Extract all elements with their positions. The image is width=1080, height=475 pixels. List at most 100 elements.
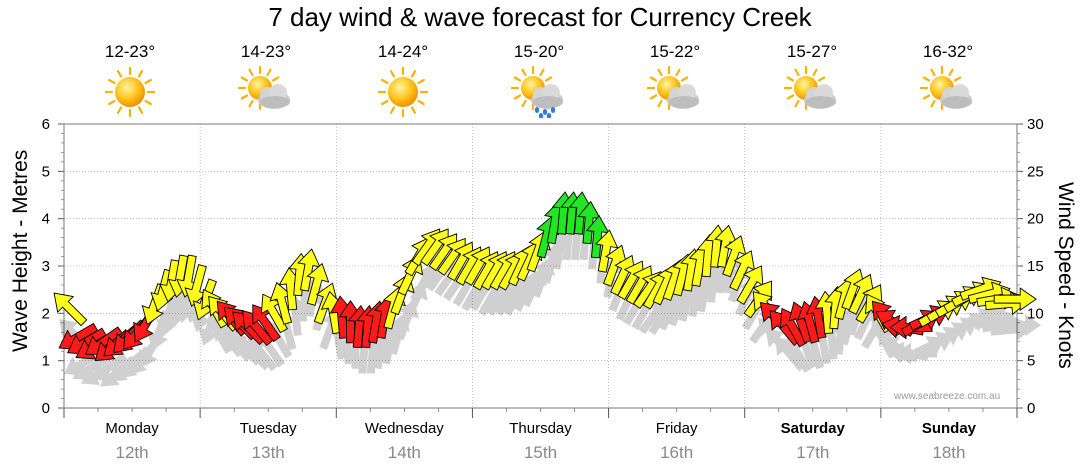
chart-title: 7 day wind & wave forecast for Currency … [268, 2, 812, 32]
wind-arrow [993, 287, 1037, 311]
wind-arrows [53, 191, 1037, 362]
temperature-range: 14-23° [240, 42, 292, 61]
temperature-range: 15-22° [649, 42, 701, 61]
arrow-shadow [402, 281, 428, 322]
day-date: 12th [115, 443, 149, 462]
right-tick-label: 5 [1027, 353, 1035, 370]
arrow-shadow [678, 280, 700, 322]
arrow-shadow [164, 285, 187, 328]
right-tick-label: 15 [1027, 258, 1044, 275]
day-date: 18th [932, 443, 966, 462]
arrow-shadow [948, 312, 988, 339]
arrow-shadow [90, 352, 128, 381]
arrow-shadow [247, 336, 278, 372]
left-tick-label: 3 [42, 258, 50, 275]
arrow-shadow [877, 327, 908, 362]
day-forecast: 14-23° [211, 42, 321, 118]
sun-cloud-icon [920, 66, 972, 111]
arrow-shadow [513, 272, 539, 312]
arrow-shadow [388, 313, 411, 355]
axes: 0 1 2 3 4 5 6 0 5 10 15 20 25 30 [42, 116, 1044, 418]
arrow-shadow [213, 322, 244, 358]
day-name: Saturday [780, 420, 845, 437]
arrow-shadow [118, 346, 152, 379]
wind-arrow [53, 292, 88, 327]
arrow-shadow [100, 356, 136, 387]
arrow-shadow [156, 295, 178, 337]
day-date: 14th [387, 443, 421, 462]
arrow-shadow [765, 328, 798, 362]
temperature-range: 15-27° [786, 42, 838, 61]
arrow-shadow [886, 341, 929, 364]
right-tick-label: 20 [1027, 211, 1044, 228]
arrow-shadow [222, 327, 253, 362]
day-name: Friday [655, 420, 698, 437]
left-tick-label: 1 [42, 353, 50, 370]
arrow-shadow [668, 285, 692, 327]
temperature-range: 15-20° [513, 42, 565, 61]
sun-cloud-icon [647, 66, 699, 111]
day-name: Thursday [509, 420, 572, 437]
arrow-shadow [931, 322, 971, 349]
right-tick-label: 10 [1027, 305, 1044, 322]
x-day-label: Thursday 15th [481, 420, 601, 463]
arrow-shadow [880, 336, 920, 363]
sun-icon [104, 66, 156, 118]
arrow-shadow [410, 263, 437, 302]
temperature-range: 12-23° [104, 42, 156, 61]
arrow-shadow [395, 299, 419, 341]
arrow-shadow [906, 336, 945, 363]
x-day-label: Sunday 18th [889, 420, 1009, 463]
day-name: Wednesday [364, 420, 444, 437]
day-forecast: 14-24° [348, 42, 458, 118]
arrow-shadow [138, 329, 165, 368]
right-axis-label: Wind Speed - Knots [1054, 182, 1077, 369]
wind-arrow [595, 229, 619, 273]
sun-cloud-icon [238, 66, 290, 111]
temperature-range: 14-24° [377, 42, 429, 61]
left-tick-label: 2 [42, 305, 50, 322]
arrow-shadow [229, 333, 262, 366]
left-tick-label: 5 [42, 163, 50, 180]
arrow-shadow [81, 359, 120, 385]
day-date: 17th [796, 443, 830, 462]
day-name: Monday [105, 420, 159, 437]
wind-arrow [306, 262, 330, 306]
day-forecast: 16-32° [893, 42, 1003, 118]
arrow-shadow [914, 331, 955, 357]
right-tick-label: 25 [1027, 163, 1044, 180]
day-date: 15th [523, 443, 558, 462]
x-day-label: Tuesday 13th [208, 420, 328, 463]
day-forecast: 15-20° [484, 42, 594, 118]
arrow-shadow [638, 297, 666, 335]
day-forecast: 15-22° [620, 42, 730, 118]
arrow-shadow [648, 296, 675, 335]
arrow-shadow [72, 354, 112, 381]
arrow-shadow [108, 351, 144, 382]
arrow-shadow [981, 313, 1024, 335]
arrow-shadow [775, 336, 806, 372]
arrow-shadow [990, 318, 1033, 341]
day-forecast: 12-23° [75, 42, 185, 118]
day-forecast: 15-27° [757, 42, 867, 118]
left-tick-label: 0 [42, 400, 50, 417]
arrow-shadow [895, 342, 938, 365]
left-tick-label: 4 [42, 211, 50, 228]
arrow-shadow [658, 290, 683, 331]
day-date: 16th [660, 443, 694, 462]
right-tick-label: 30 [1027, 116, 1044, 133]
arrow-shadow [532, 257, 556, 298]
arrow-shadow [503, 277, 530, 317]
x-day-label: Friday 16th [617, 420, 737, 463]
x-day-label: Wednesday 14th [344, 420, 464, 463]
sun-cloud-rain-icon [511, 66, 563, 118]
x-day-label: Monday 12th [72, 420, 192, 463]
arrow-shadow [870, 320, 897, 359]
sun-cloud-icon [784, 66, 836, 111]
day-name: Sunday [921, 420, 977, 437]
source-credit: www.seabreeze.com.au [894, 391, 1001, 402]
arrow-shadow [542, 242, 564, 284]
x-day-label: Saturday 17th [753, 420, 873, 463]
day-date: 13th [251, 443, 285, 462]
